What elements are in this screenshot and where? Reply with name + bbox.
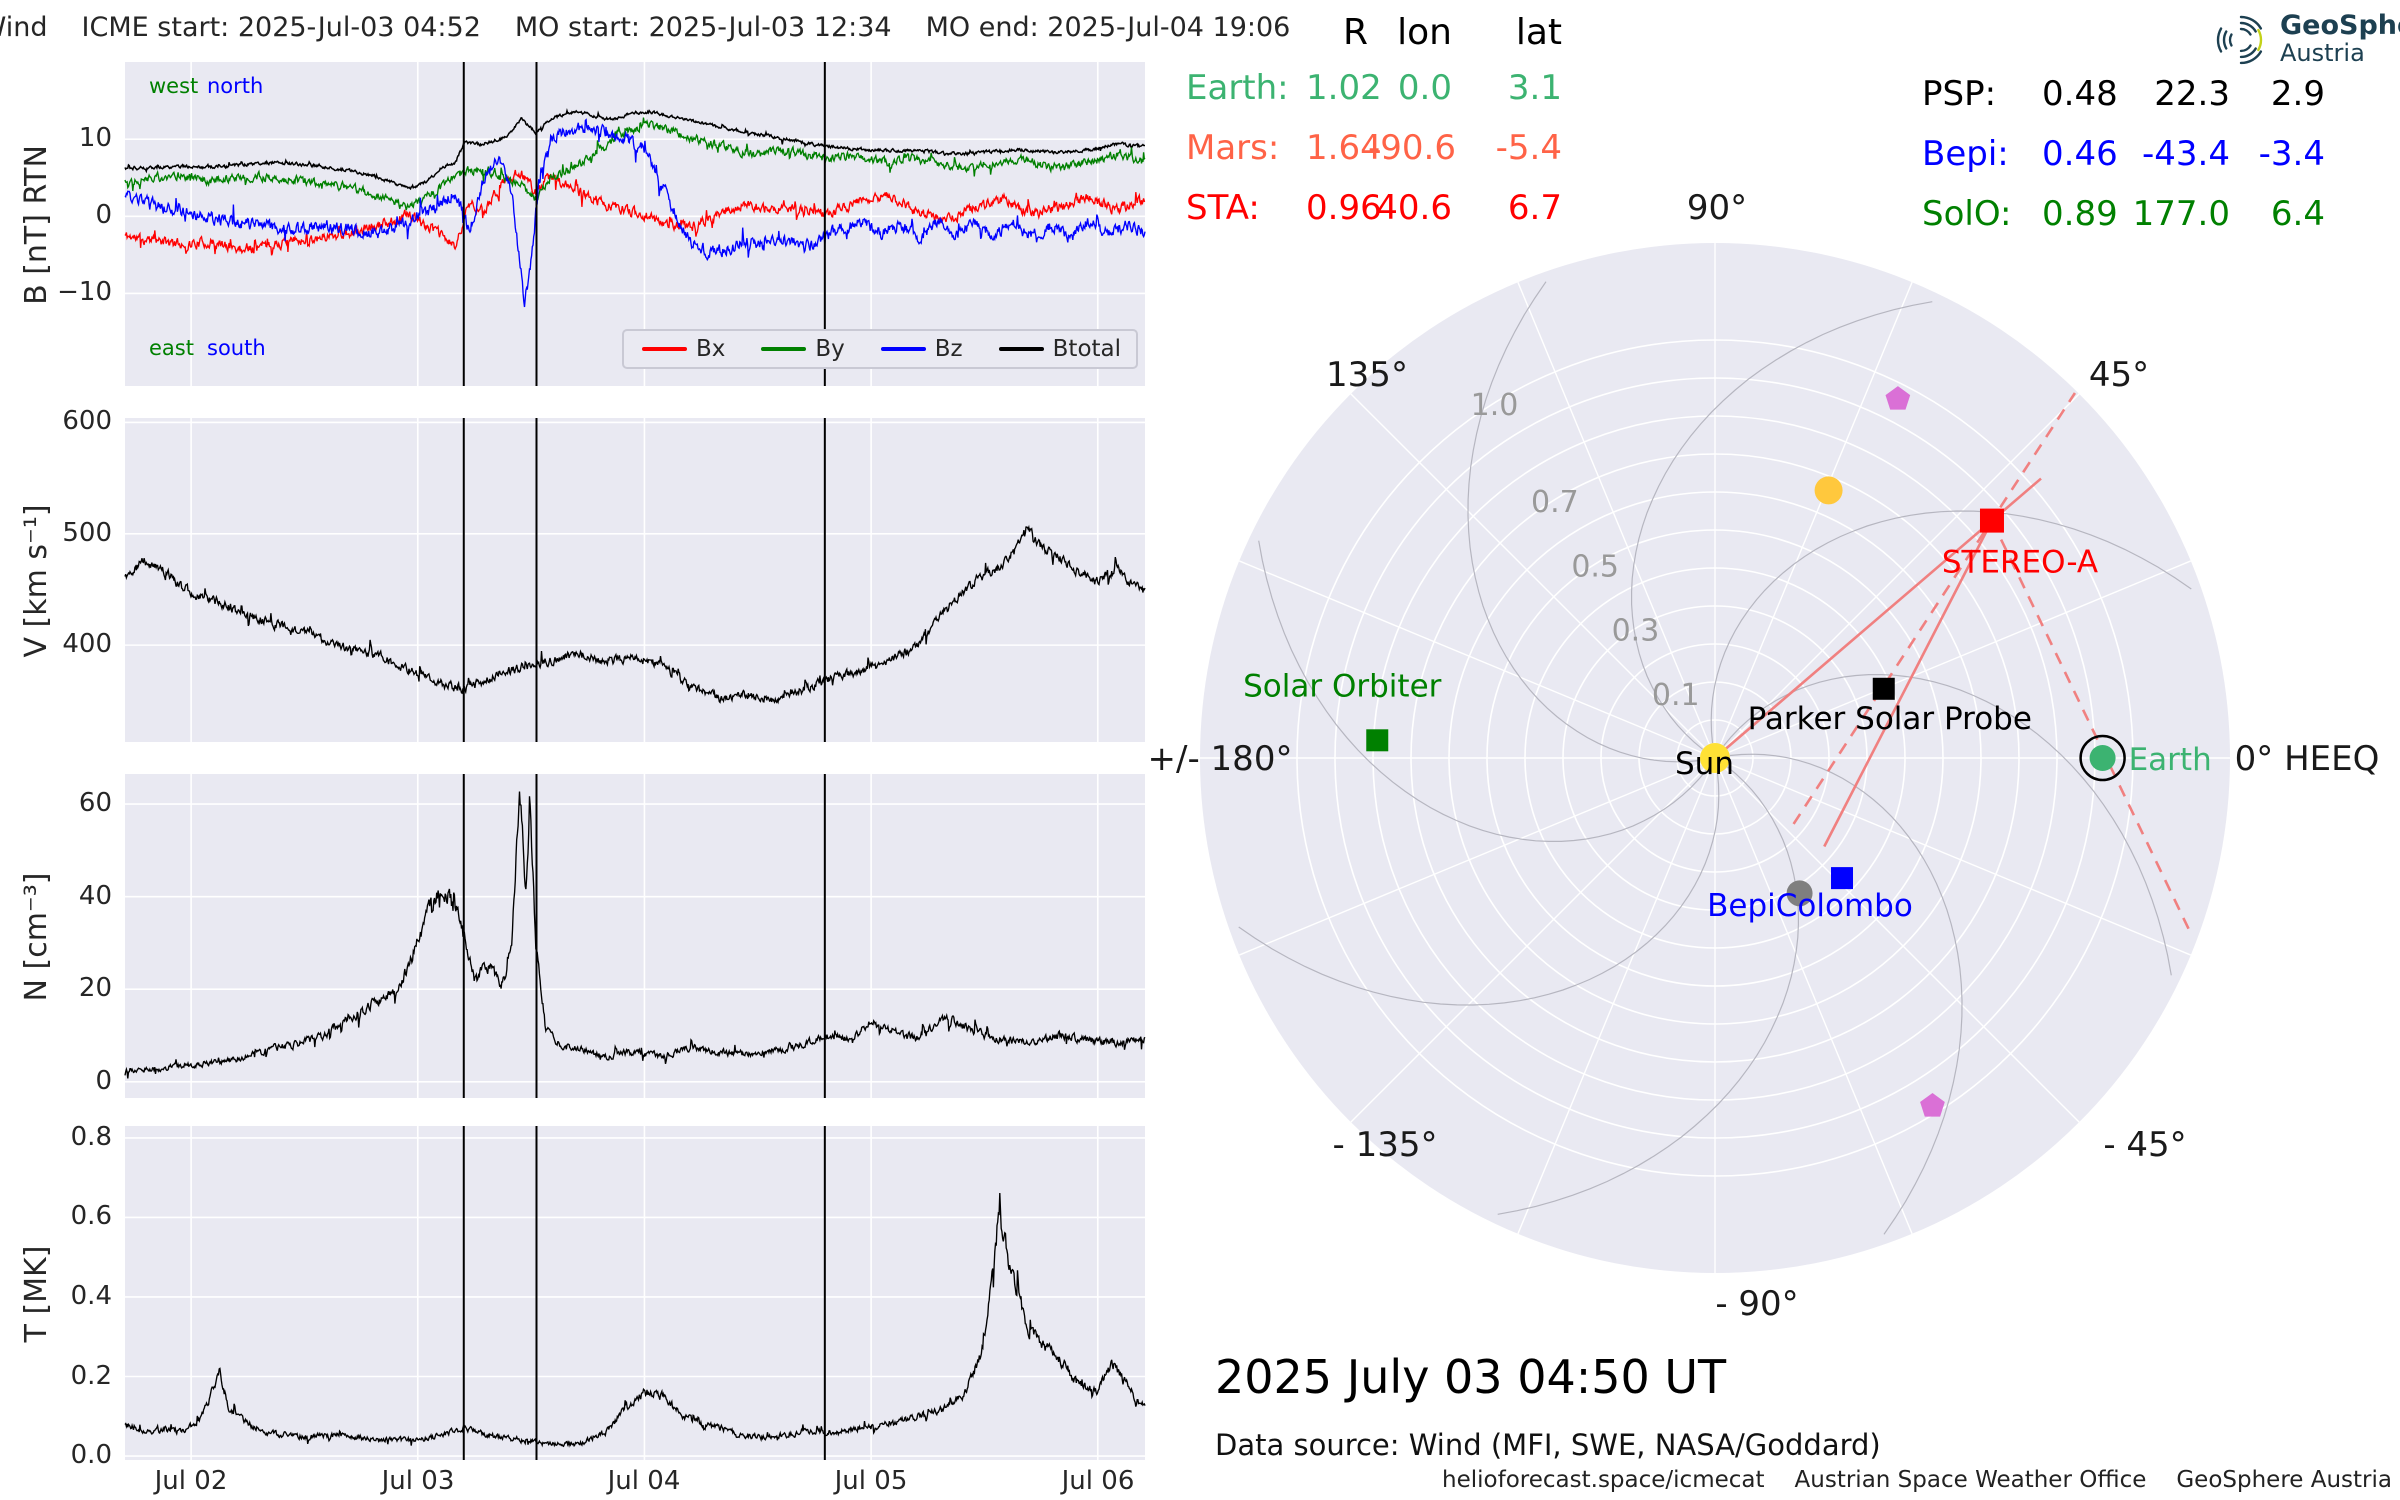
parker-spiral xyxy=(1467,281,1701,763)
parker-spiral xyxy=(1729,753,1963,1235)
series-By xyxy=(124,117,1146,211)
stereo-a-marker xyxy=(1979,508,2004,533)
polar-spoke xyxy=(1714,560,2192,759)
radial-tick-0.5: 0.5 xyxy=(1571,549,1619,584)
polar-ring xyxy=(1372,415,2058,1101)
solar-orbiter-marker xyxy=(1366,729,1389,752)
panel-bg xyxy=(125,774,1145,1098)
polar-spoke xyxy=(1238,560,1716,759)
panel-density xyxy=(124,774,1146,1098)
radial-tick-0.1: 0.1 xyxy=(1652,678,1700,713)
angle-label-180: +/- 180° xyxy=(1148,739,1293,779)
l4-point-marker xyxy=(1885,386,1911,410)
panel-mag xyxy=(124,62,1146,386)
cme-direction-line-solid xyxy=(1823,520,1994,848)
mercury-marker xyxy=(1786,880,1813,907)
polar-ring xyxy=(1296,339,2134,1177)
panel-speed xyxy=(124,418,1146,742)
parker-spiral xyxy=(1258,540,1707,842)
angle-label-neg90: - 90° xyxy=(1715,1284,1798,1324)
cme-direction-line-dashed xyxy=(1792,392,2077,825)
series-T xyxy=(124,1192,1146,1448)
stereo-a-label: STEREO-A xyxy=(1942,545,2098,581)
radial-tick-0.3: 0.3 xyxy=(1612,614,1660,649)
panel-bg xyxy=(125,418,1145,742)
parker-spiral xyxy=(1497,766,1799,1215)
bepicolombo-label: BepiColombo xyxy=(1707,888,1913,924)
l5-point-marker xyxy=(1920,1093,1945,1117)
polar-spoke xyxy=(1517,757,1716,1235)
parker-solar-probe-marker xyxy=(1872,677,1895,700)
radial-tick-1.0: 1.0 xyxy=(1471,388,1519,423)
polar-spoke xyxy=(1714,757,1913,1235)
series-N xyxy=(124,791,1146,1079)
polar-ring xyxy=(1600,643,1830,873)
sun-label: Sun xyxy=(1675,746,1734,782)
polar-spoke xyxy=(1517,281,1716,759)
panel-temperature xyxy=(124,1126,1146,1460)
solar-orbiter-label: Solar Orbiter xyxy=(1243,668,1442,704)
polar-ring xyxy=(1410,453,2020,1063)
angle-label-0: 0° HEEQ xyxy=(2235,739,2380,779)
angle-label-neg45: - 45° xyxy=(2103,1125,2186,1165)
polar-ring xyxy=(1676,719,1754,797)
polar-spoke xyxy=(1714,757,2080,1123)
polar-ring xyxy=(1486,529,1944,987)
panel-bg xyxy=(125,1126,1145,1460)
series-Bx xyxy=(124,169,1146,256)
sun-marker xyxy=(1700,743,1730,773)
polar-ring xyxy=(1562,605,1868,911)
radial-tick-0.7: 0.7 xyxy=(1531,485,1579,520)
cme-direction-line-dashed xyxy=(1990,520,2193,935)
venus-marker xyxy=(1814,476,1843,505)
earth-marker xyxy=(2089,745,2116,771)
series-Btotal xyxy=(124,107,1145,191)
polar-spoke xyxy=(1714,393,2080,759)
series-V xyxy=(124,524,1146,705)
parker-spiral xyxy=(1710,510,2192,744)
angle-label-90: 90° xyxy=(1687,188,1747,228)
polar-map: Sun Earth STEREO-A Parker Solar Probe BepiCo… xyxy=(1148,188,2380,1324)
polar-spoke xyxy=(1350,757,1716,1123)
angle-label-neg135: - 135° xyxy=(1333,1125,1438,1165)
earth-ring xyxy=(2079,734,2126,782)
parker-spiral xyxy=(1631,301,1933,750)
polar-spoke xyxy=(1714,757,2192,956)
series-Bz xyxy=(124,118,1146,308)
bepicolombo-marker xyxy=(1831,867,1854,890)
polar-spoke xyxy=(1714,281,1913,759)
polar-ring xyxy=(1524,567,1906,949)
angle-label-135: 135° xyxy=(1326,355,1408,395)
earth-label: Earth xyxy=(2129,742,2212,778)
polar-ring xyxy=(1448,491,1982,1025)
polar-spoke xyxy=(1238,757,1716,956)
parker-spiral xyxy=(1238,772,1720,1006)
angle-label-45: 45° xyxy=(2089,355,2149,395)
polar-spoke xyxy=(1350,393,1716,759)
parker-solar-probe-label: Parker Solar Probe xyxy=(1748,701,2032,737)
panel-bg xyxy=(125,62,1145,386)
